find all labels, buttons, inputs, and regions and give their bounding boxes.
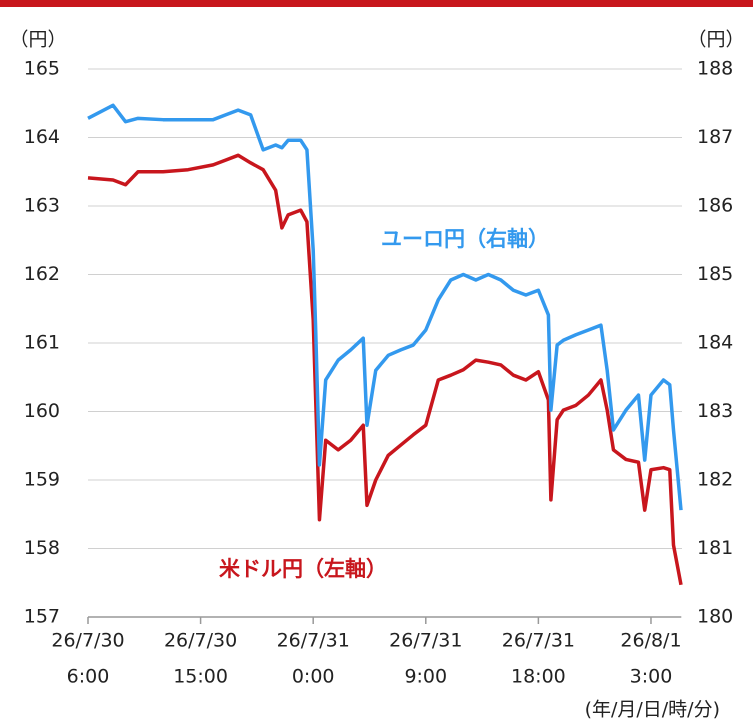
y2-tick-label: 182 <box>697 469 733 491</box>
x-tick-label: 26/7/31 <box>277 630 350 652</box>
x-tick-label: 26/7/31 <box>389 630 462 652</box>
x-tick-label: 9:00 <box>404 666 447 688</box>
series-line <box>87 103 683 511</box>
y2-unit-label: （円） <box>687 29 744 51</box>
y2-tick-label: 185 <box>697 263 733 285</box>
y2-tick-label: 183 <box>697 400 733 422</box>
y2-tick-label: 186 <box>697 195 733 217</box>
top-bar <box>0 0 753 7</box>
y-tick-label: 165 <box>24 58 60 80</box>
y2-tick-label: 187 <box>697 126 733 148</box>
x-tick-label: 3:00 <box>630 666 673 688</box>
annotation: ユーロ円（右軸） <box>381 227 549 251</box>
annotation: 米ドル円（左軸） <box>219 557 387 581</box>
y-tick-label: 164 <box>24 126 60 148</box>
y2-tick-label: 181 <box>697 537 733 559</box>
x-tick-label: 0:00 <box>292 666 335 688</box>
y-tick-label: 160 <box>24 400 60 422</box>
y-tick-label: 157 <box>24 606 60 628</box>
y2-tick-label: 188 <box>697 58 733 80</box>
y-tick-label: 158 <box>24 537 60 559</box>
x-tick-label: 26/7/31 <box>502 630 575 652</box>
series-line <box>87 153 683 586</box>
y-tick-label: 163 <box>24 195 60 217</box>
x-tick-label: 26/7/30 <box>51 630 124 652</box>
x-tick-label: 26/7/30 <box>164 630 237 652</box>
y2-tick-label: 180 <box>697 606 733 628</box>
x-unit-label: (年/月/日/時/分) <box>585 699 720 721</box>
x-tick-label: 15:00 <box>173 666 228 688</box>
y2-tick-label: 184 <box>697 332 733 354</box>
y-tick-label: 162 <box>24 263 60 285</box>
x-tick-label: 18:00 <box>511 666 566 688</box>
x-tick-label: 26/8/1 <box>620 630 681 652</box>
x-tick-label: 6:00 <box>67 666 110 688</box>
y-tick-label: 159 <box>24 469 60 491</box>
y-unit-label: （円） <box>9 29 66 51</box>
y-tick-label: 161 <box>24 332 60 354</box>
